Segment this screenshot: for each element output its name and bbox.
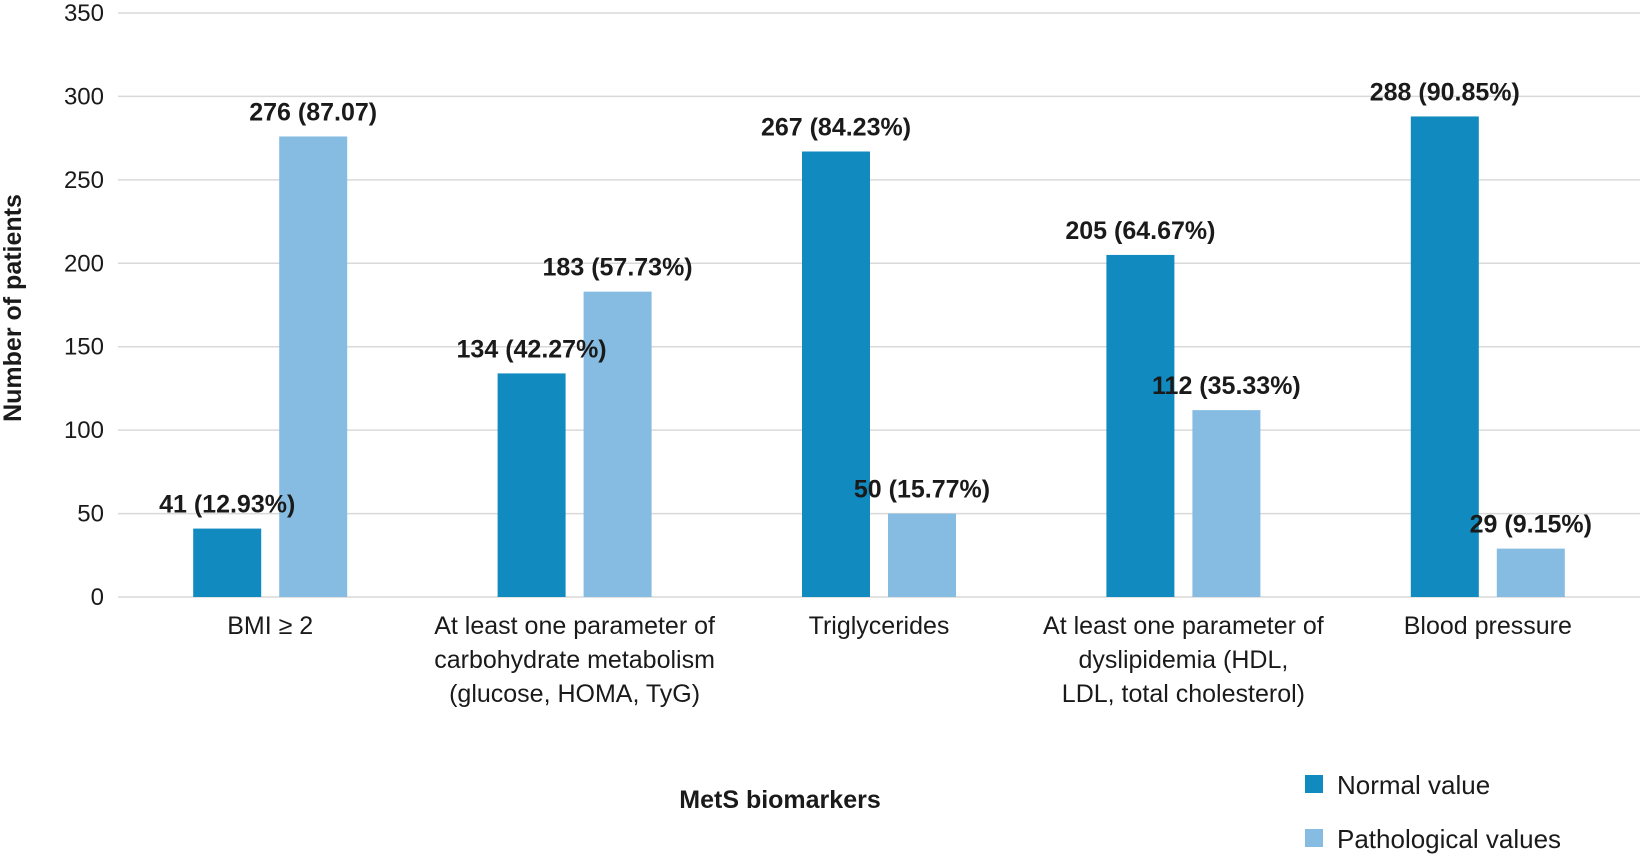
legend-swatch-normal-value bbox=[1305, 775, 1323, 793]
y-tick-label: 50 bbox=[77, 501, 104, 528]
y-tick-label: 0 bbox=[91, 584, 104, 611]
bars bbox=[193, 116, 1565, 598]
data-label: 29 (9.15%) bbox=[1470, 511, 1592, 539]
legend: Normal value Pathological values bbox=[1305, 770, 1561, 854]
data-label: 288 (90.85%) bbox=[1370, 78, 1520, 106]
data-label: 276 (87.07) bbox=[249, 98, 377, 126]
data-label: 41 (12.93%) bbox=[159, 491, 295, 519]
y-axis-ticks: 0 50 100 150 200 250 300 350 bbox=[64, 0, 104, 611]
bar-normal-1 bbox=[497, 373, 566, 597]
data-label: 183 (57.73%) bbox=[543, 254, 693, 282]
data-labels: 41 (12.93%) 276 (87.07) 134 (42.27%) 183 (5… bbox=[159, 78, 1592, 538]
bar-normal-4 bbox=[1410, 116, 1479, 598]
y-tick-label: 300 bbox=[64, 83, 104, 110]
bar-pathological-2 bbox=[888, 513, 956, 597]
y-tick-label: 350 bbox=[64, 0, 104, 27]
bar-pathological-3 bbox=[1192, 410, 1261, 597]
bar-normal-3 bbox=[1106, 254, 1175, 597]
gridlines bbox=[118, 12, 1640, 598]
y-tick-label: 100 bbox=[64, 417, 104, 444]
x-axis-title: MetS biomarkers bbox=[679, 786, 880, 814]
bar-pathological-1 bbox=[583, 291, 652, 597]
x-category-label: BMI ≥ 2 bbox=[227, 612, 313, 640]
x-category-label: At least one parameter of dyslipidemia (H… bbox=[1043, 612, 1324, 708]
data-label: 112 (35.33%) bbox=[1152, 372, 1301, 400]
y-axis-title: Number of patients bbox=[0, 194, 27, 422]
x-category-label: At least one parameter of carbohydrate me… bbox=[434, 612, 715, 708]
x-axis-categories: BMI ≥ 2 At least one parameter of carbohyd… bbox=[227, 612, 1572, 708]
bar-normal-0 bbox=[193, 528, 262, 597]
bar-normal-2 bbox=[802, 151, 870, 597]
bar-pathological-4 bbox=[1496, 548, 1565, 597]
legend-label-pathological-values: Pathological values bbox=[1337, 824, 1561, 854]
y-tick-label: 200 bbox=[64, 250, 104, 277]
y-tick-label: 250 bbox=[64, 167, 104, 194]
y-tick-label: 150 bbox=[64, 334, 104, 361]
data-label: 50 (15.77%) bbox=[854, 476, 990, 504]
x-category-label: Triglycerides bbox=[809, 612, 950, 640]
data-label: 134 (42.27%) bbox=[457, 335, 607, 363]
x-category-label: Blood pressure bbox=[1404, 612, 1572, 640]
legend-swatch-pathological-values bbox=[1305, 829, 1323, 847]
bar-pathological-0 bbox=[279, 136, 348, 597]
legend-label-normal-value: Normal value bbox=[1337, 770, 1490, 800]
data-label: 267 (84.23%) bbox=[761, 113, 911, 141]
data-label: 205 (64.67%) bbox=[1065, 217, 1215, 245]
